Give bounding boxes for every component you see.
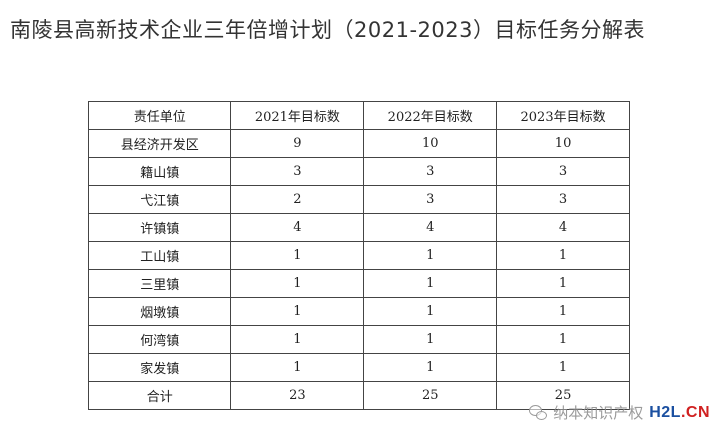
watermark: 纳本知识产权 H2L.CN — [529, 402, 710, 423]
cell-2022: 3 — [363, 185, 498, 214]
table-row: 籍山镇 3 3 3 — [87, 157, 630, 186]
logo-cn: .CN — [680, 403, 710, 421]
cell-2023: 1 — [496, 241, 630, 270]
cell-2023: 4 — [496, 213, 630, 242]
cell-unit: 烟墩镇 — [87, 297, 232, 326]
watermark-account: 纳本知识产权 — [553, 404, 644, 422]
cell-unit: 家发镇 — [87, 353, 232, 382]
header-2022: 2022年目标数 — [363, 101, 498, 130]
header-unit: 责任单位 — [87, 101, 232, 130]
cell-2023: 25 — [496, 381, 630, 410]
cell-2021: 3 — [230, 157, 365, 186]
cell-2022: 1 — [363, 325, 498, 354]
cell-2023: 1 — [496, 269, 630, 298]
cell-2021: 1 — [230, 325, 365, 354]
cell-2022: 4 — [363, 213, 498, 242]
cell-2023: 10 — [496, 129, 630, 158]
cell-unit: 三里镇 — [87, 269, 232, 298]
table-row: 许镇镇 4 4 4 — [87, 213, 630, 242]
cell-2022: 1 — [363, 269, 498, 298]
logo-h2l: H2L — [649, 403, 681, 421]
watermark-logo: H2L.CN — [649, 404, 710, 422]
cell-2021: 9 — [230, 129, 365, 158]
cell-2021: 1 — [230, 269, 365, 298]
cell-unit: 许镇镇 — [87, 213, 232, 242]
cell-2023: 3 — [496, 157, 630, 186]
cell-2021: 2 — [230, 185, 365, 214]
cell-unit: 弋江镇 — [87, 185, 232, 214]
cell-unit: 何湾镇 — [87, 325, 232, 354]
wechat-icon — [529, 404, 548, 421]
header-2023: 2023年目标数 — [496, 101, 630, 130]
page-title: 南陵县高新技术企业三年倍增计划（2021-2023）目标任务分解表 — [10, 18, 645, 42]
cell-unit: 县经济开发区 — [87, 129, 232, 158]
cell-2023: 1 — [496, 325, 630, 354]
cell-2022: 1 — [363, 241, 498, 270]
cell-unit: 合计 — [87, 381, 232, 410]
cell-2023: 3 — [496, 185, 630, 214]
cell-2022: 1 — [363, 297, 498, 326]
cell-2021: 1 — [230, 353, 365, 382]
target-table: 责任单位 2021年目标数 2022年目标数 2023年目标数 县经济开发区 9… — [87, 101, 630, 410]
cell-2021: 1 — [230, 241, 365, 270]
cell-2022: 25 — [363, 381, 498, 410]
table-row: 弋江镇 2 3 3 — [87, 185, 630, 214]
table-row: 工山镇 1 1 1 — [87, 241, 630, 270]
cell-unit: 籍山镇 — [87, 157, 232, 186]
cell-2022: 3 — [363, 157, 498, 186]
table-row: 何湾镇 1 1 1 — [87, 325, 630, 354]
table-row: 三里镇 1 1 1 — [87, 269, 630, 298]
cell-unit: 工山镇 — [87, 241, 232, 270]
cell-2021: 23 — [230, 381, 365, 410]
table-row: 县经济开发区 9 10 10 — [87, 129, 630, 158]
cell-2022: 1 — [363, 353, 498, 382]
table-row: 家发镇 1 1 1 — [87, 353, 630, 382]
cell-2023: 1 — [496, 297, 630, 326]
table-total-row: 合计 23 25 25 — [87, 381, 630, 410]
table-row: 烟墩镇 1 1 1 — [87, 297, 630, 326]
header-2021: 2021年目标数 — [230, 101, 365, 130]
cell-2022: 10 — [363, 129, 498, 158]
cell-2021: 1 — [230, 297, 365, 326]
cell-2023: 1 — [496, 353, 630, 382]
cell-2021: 4 — [230, 213, 365, 242]
table-header-row: 责任单位 2021年目标数 2022年目标数 2023年目标数 — [87, 101, 630, 130]
